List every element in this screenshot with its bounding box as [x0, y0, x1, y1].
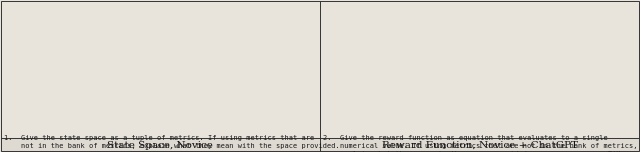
Text: 1.  Give the state space as a tuple of metrics. If using metrics that are
    no: 1. Give the state space as a tuple of me… — [4, 135, 340, 152]
Text: 2.  Give the reward function as equation that evaluates to a single
    numerica: 2. Give the reward function as equation … — [323, 135, 640, 152]
Bar — [1, 138, 639, 151]
Text: State Space, Novice: State Space, Novice — [107, 140, 213, 150]
Text: Reward Function, Novice + ChatGPT: Reward Function, Novice + ChatGPT — [382, 140, 578, 150]
